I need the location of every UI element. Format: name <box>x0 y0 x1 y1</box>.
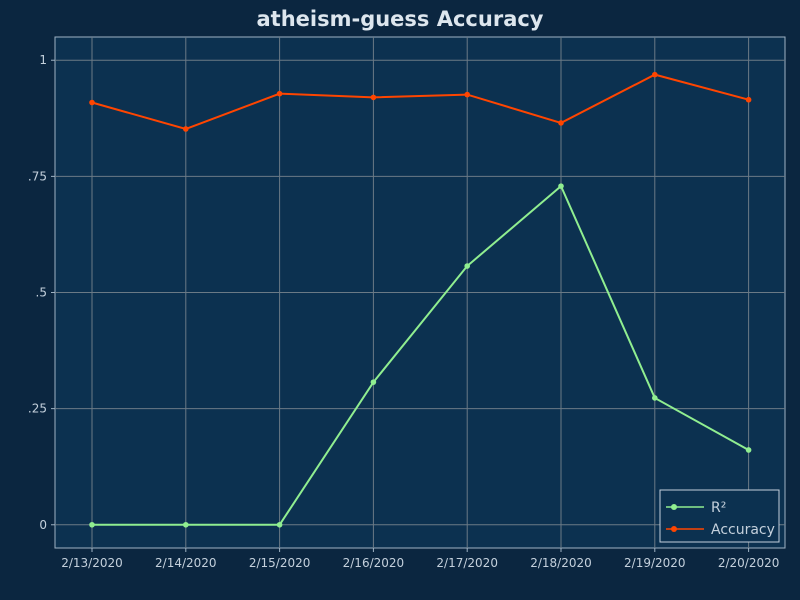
legend-swatch-marker <box>671 526 677 532</box>
data-point <box>464 263 471 269</box>
chart-title: atheism-guess Accuracy <box>256 7 544 31</box>
legend-swatch-marker <box>671 504 677 510</box>
data-point <box>89 521 95 528</box>
y-axis-ticks: 0 .25 .5 .75 1 <box>28 53 55 532</box>
data-point <box>276 90 283 97</box>
x-tick-label: 2/14/2020 <box>155 556 217 570</box>
data-point <box>370 94 377 101</box>
y-tick-label: .25 <box>28 402 47 416</box>
legend: R² Accuracy <box>659 489 780 543</box>
data-point <box>276 521 283 528</box>
x-tick-label: 2/17/2020 <box>436 556 498 570</box>
x-tick-label: 2/19/2020 <box>624 556 686 570</box>
data-point <box>183 126 189 132</box>
series-2 <box>89 71 752 132</box>
y-tick-label: .5 <box>36 286 47 300</box>
y-tick-label: .75 <box>28 169 47 183</box>
data-point <box>464 91 471 98</box>
x-tick-label: 2/16/2020 <box>343 556 405 570</box>
data-point <box>558 183 564 189</box>
series-line <box>92 184 750 526</box>
data-point <box>89 99 95 106</box>
x-tick-label: 2/18/2020 <box>530 556 592 570</box>
data-point <box>183 521 189 528</box>
series-line <box>91 73 749 131</box>
x-tick-label: 2/20/2020 <box>718 556 780 570</box>
x-tick-label: 2/13/2020 <box>61 556 123 570</box>
data-point <box>745 96 752 103</box>
data-point <box>652 71 658 78</box>
series-layer <box>89 71 752 528</box>
data-point <box>370 379 377 385</box>
data-point <box>652 395 658 401</box>
y-tick-label: 0 <box>39 518 47 532</box>
x-axis-ticks: 2/13/2020 2/14/2020 2/15/2020 2/16/2020 2/17… <box>61 548 779 570</box>
series-1 <box>89 183 752 528</box>
data-point <box>558 120 564 126</box>
legend-label: R² <box>711 500 726 516</box>
data-point <box>745 447 752 453</box>
legend-box <box>659 489 780 543</box>
legend-entry: R² <box>666 500 726 516</box>
legend-entry: Accuracy <box>666 522 775 538</box>
x-tick-label: 2/15/2020 <box>249 556 311 570</box>
legend-label: Accuracy <box>711 522 775 538</box>
y-tick-label: 1 <box>39 53 47 67</box>
